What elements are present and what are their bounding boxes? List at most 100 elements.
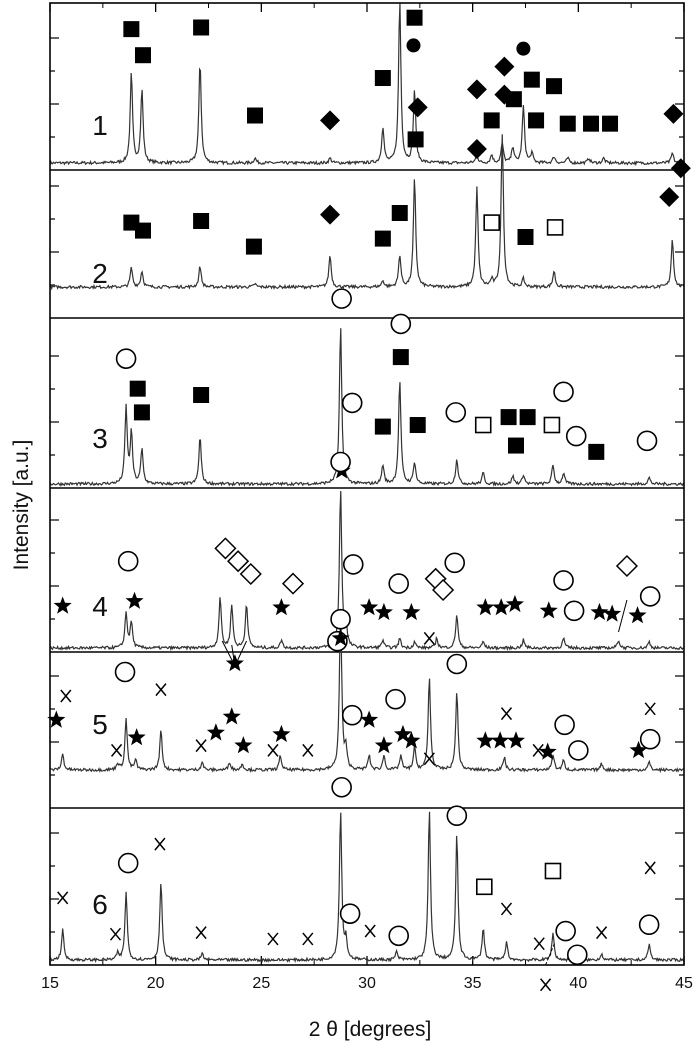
pattern-label-2: 2 bbox=[92, 258, 108, 289]
peak-marker-filled-square bbox=[392, 349, 409, 366]
peak-marker-filled-diamond bbox=[466, 79, 487, 100]
peak-arrow bbox=[221, 640, 236, 667]
x-tick-labels: 15 20 25 30 35 40 45 bbox=[41, 975, 693, 992]
peak-marker-cross-letter bbox=[195, 739, 207, 753]
peak-arrow bbox=[545, 941, 556, 966]
peak-marker-filled-star bbox=[603, 604, 622, 622]
peak-marker-filled-star bbox=[125, 591, 144, 609]
peak-marker-open-square bbox=[543, 416, 561, 434]
peak-marker-filled-star bbox=[331, 628, 350, 647]
peak-marker-open-circle bbox=[331, 288, 352, 309]
peak-marker-cross-letter bbox=[154, 837, 166, 851]
peak-marker-open-circle bbox=[553, 570, 574, 591]
peak-marker-filled-square bbox=[391, 205, 408, 221]
peak-marker-filled-square bbox=[519, 409, 536, 426]
peak-marker-filled-star bbox=[539, 601, 558, 619]
peak-marker-filled-square bbox=[374, 70, 391, 87]
peak-marker-filled-diamond bbox=[320, 204, 341, 225]
peak-marker-open-circle bbox=[446, 653, 468, 675]
peak-markers bbox=[47, 9, 691, 992]
peak-marker-filled-star bbox=[402, 602, 421, 621]
diffraction-curve-3 bbox=[49, 328, 685, 487]
peak-marker-filled-star bbox=[360, 710, 379, 728]
peak-marker-open-square bbox=[474, 416, 492, 434]
peak-marker-cross-letter bbox=[596, 926, 608, 940]
diffraction-curve-4 bbox=[49, 491, 685, 652]
peak-marker-open-circle bbox=[331, 776, 352, 798]
peak-marker-filled-square bbox=[374, 418, 391, 435]
peak-marker-filled-star bbox=[272, 724, 291, 743]
peak-marker-filled-square bbox=[406, 9, 423, 26]
peak-marker-cross-letter bbox=[423, 631, 435, 645]
x-tick-label: 25 bbox=[252, 975, 270, 992]
peak-marker-filled-square bbox=[583, 115, 600, 132]
peak-marker-cross-letter bbox=[533, 937, 545, 951]
peak-marker-cross-letter bbox=[423, 752, 435, 766]
peak-marker-filled-star bbox=[234, 736, 253, 754]
peak-arrow bbox=[231, 644, 236, 667]
peak-marker-cross-letter bbox=[110, 743, 123, 757]
peak-marker-filled-square bbox=[546, 78, 563, 95]
peak-marker-open-square bbox=[475, 878, 493, 896]
peak-marker-filled-star bbox=[402, 731, 421, 749]
peak-marker-filled-star bbox=[476, 731, 495, 749]
peak-marker-filled-star bbox=[47, 710, 66, 728]
peak-marker-open-circle bbox=[563, 600, 585, 622]
peak-marker-filled-diamond bbox=[494, 56, 515, 77]
peak-marker-filled-square bbox=[246, 107, 263, 124]
peak-marker-filled-square bbox=[193, 213, 210, 229]
peak-marker-filled-square bbox=[523, 71, 540, 88]
pattern-label-5: 5 bbox=[92, 709, 108, 740]
x-tick-label: 35 bbox=[464, 975, 482, 992]
diffraction-curves bbox=[49, 2, 685, 964]
peak-marker-filled-square bbox=[193, 19, 210, 36]
peak-marker-open-circle bbox=[639, 728, 661, 750]
pattern-labels: 1 2 3 4 5 6 bbox=[92, 110, 108, 920]
peak-marker-open-circle bbox=[639, 586, 661, 607]
peak-marker-filled-star bbox=[206, 723, 225, 741]
peak-marker-cross-letter bbox=[500, 707, 513, 721]
diffraction-curve-6 bbox=[49, 811, 685, 964]
peak-marker-filled-square bbox=[500, 409, 517, 426]
peak-marker-open-diamond bbox=[239, 562, 262, 586]
peak-marker-open-circle bbox=[555, 920, 576, 942]
peak-marker-open-circle bbox=[446, 805, 468, 827]
peak-marker-filled-circle bbox=[406, 38, 421, 53]
peak-marker-filled-square bbox=[134, 47, 151, 64]
peak-marker-open-circle bbox=[553, 381, 574, 403]
peak-marker-filled-square bbox=[559, 115, 576, 132]
peak-marker-cross-letter bbox=[155, 683, 167, 697]
peak-marker-filled-diamond bbox=[320, 110, 341, 131]
peak-marker-open-circle bbox=[565, 425, 587, 447]
peak-marker-filled-star bbox=[222, 707, 241, 725]
x-tick-label: 15 bbox=[41, 975, 59, 992]
pattern-label-4: 4 bbox=[92, 591, 108, 622]
peak-marker-filled-square bbox=[409, 417, 426, 434]
peak-marker-filled-square bbox=[123, 21, 140, 38]
peak-marker-filled-square bbox=[129, 380, 146, 397]
peak-marker-open-circle bbox=[341, 704, 363, 726]
peak-marker-open-circle bbox=[117, 550, 139, 572]
peak-marker-cross-letter bbox=[267, 932, 279, 946]
peak-marker-cross-letter bbox=[364, 924, 376, 938]
peak-marker-filled-diamond bbox=[494, 84, 515, 105]
peak-marker-filled-diamond bbox=[663, 103, 684, 124]
peak-marker-filled-square bbox=[193, 387, 210, 403]
peak-marker-filled-diamond bbox=[466, 139, 487, 159]
peak-marker-cross-letter bbox=[500, 902, 513, 916]
peak-marker-filled-star bbox=[590, 602, 609, 621]
peak-marker-open-circle bbox=[117, 852, 139, 874]
x-tick-label: 40 bbox=[569, 975, 587, 992]
peak-marker-open-circle bbox=[330, 451, 351, 473]
peak-marker-cross-letter bbox=[60, 689, 72, 703]
peak-marker-filled-circle bbox=[516, 41, 531, 56]
peak-marker-cross-letter bbox=[109, 927, 122, 941]
peak-arrow bbox=[618, 599, 628, 633]
peak-marker-open-circle bbox=[444, 552, 466, 574]
peak-marker-filled-star bbox=[538, 742, 557, 760]
x-tick-label: 20 bbox=[147, 975, 165, 992]
peak-marker-cross-letter bbox=[267, 743, 279, 757]
peak-marker-filled-star bbox=[53, 596, 72, 614]
peak-marker-filled-star bbox=[272, 598, 291, 616]
